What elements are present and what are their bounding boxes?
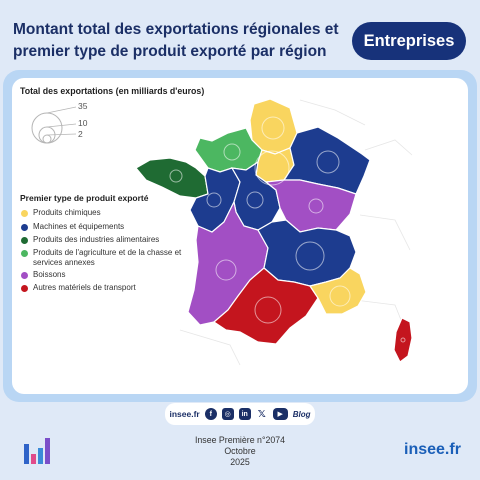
bubble-normandie	[223, 143, 241, 161]
legend-dot	[21, 271, 28, 279]
legend-dot	[21, 249, 28, 257]
header: Montant total des exportations régionale…	[0, 0, 480, 70]
bubble-grand-est	[316, 150, 340, 174]
bubble-legend-title: Total des exportations (en milliards d'e…	[20, 86, 205, 96]
publication-year: 2025	[230, 457, 250, 467]
legend-dot	[21, 284, 28, 292]
bubble-provence-alpes-cote-d-azur	[329, 285, 351, 307]
legend-label: Boissons	[33, 270, 66, 279]
publication-info: Insee Première n°2074 Octobre 2025	[160, 435, 320, 468]
legend-label: Produits chimiques	[33, 208, 101, 217]
publication-number: Insee Première n°2074	[194, 435, 286, 445]
blog-link[interactable]: Blog	[292, 409, 311, 419]
bubble-corse	[400, 337, 406, 343]
bubble-value-10: 10	[78, 118, 88, 128]
category-badge: Entreprises	[352, 22, 466, 60]
bubble-auvergne-rhone-alpes	[295, 241, 325, 271]
youtube-icon[interactable]: ▶	[272, 408, 288, 420]
legend-dot	[21, 236, 28, 244]
legend-title: Premier type de produit exporté	[20, 193, 149, 203]
legend-item-agriculture: Produits de l'agriculture et de la chass…	[21, 248, 201, 268]
legend-label: Produits de l'agriculture et de la chass…	[33, 248, 182, 267]
site-link[interactable]: insee.fr	[404, 441, 461, 458]
legend-item-chemicals: Produits chimiques	[21, 208, 101, 218]
bubble-bretagne	[169, 169, 183, 183]
page-title: Montant total des exportations régionale…	[13, 21, 339, 60]
bubble-hauts-de-france	[261, 116, 285, 140]
france-regions-map	[135, 98, 413, 366]
legend-item-food: Produits des industries alimentaires	[21, 235, 159, 245]
instagram-icon[interactable]: ◎	[221, 408, 234, 420]
region-corse	[393, 317, 413, 363]
bubble-value-35: 35	[78, 101, 88, 111]
bubble-ile-de-france	[254, 150, 290, 186]
facebook-icon[interactable]: f	[204, 408, 217, 420]
social-bar: insee.fr f ◎ in 𝕏 ▶ Blog	[165, 403, 315, 425]
legend-label: Produits des industries alimentaires	[33, 235, 160, 244]
legend-item-machines: Machines et équipements	[21, 222, 124, 232]
linkedin-icon[interactable]: in	[238, 408, 251, 420]
legend-dot	[21, 209, 28, 217]
social-site-link[interactable]: insee.fr	[169, 409, 200, 419]
legend-label: Autres matériels de transport	[33, 283, 136, 292]
legend-item-transport: Autres matériels de transport	[21, 283, 136, 293]
legend-item-drinks: Boissons	[21, 270, 65, 280]
region-provence-alpes-cote-d-azur	[309, 267, 367, 315]
region-bretagne	[135, 157, 209, 199]
bubble-nouvelle-aquitaine	[215, 259, 237, 281]
bubble-centre-val-de-loire	[246, 191, 264, 209]
legend-label: Machines et équipements	[33, 222, 125, 231]
bubble-occitanie	[254, 296, 282, 324]
bubble-pays-de-la-loire	[206, 192, 222, 208]
bubble-bourgogne-franche-comte	[308, 198, 324, 214]
x-icon[interactable]: 𝕏	[257, 408, 266, 420]
legend-dot	[21, 223, 28, 231]
bubble-size-legend: 35 10 2	[30, 99, 100, 147]
publication-month: Octobre	[224, 446, 256, 456]
insee-logo-icon	[24, 438, 50, 464]
bubble-value-2: 2	[78, 129, 83, 139]
